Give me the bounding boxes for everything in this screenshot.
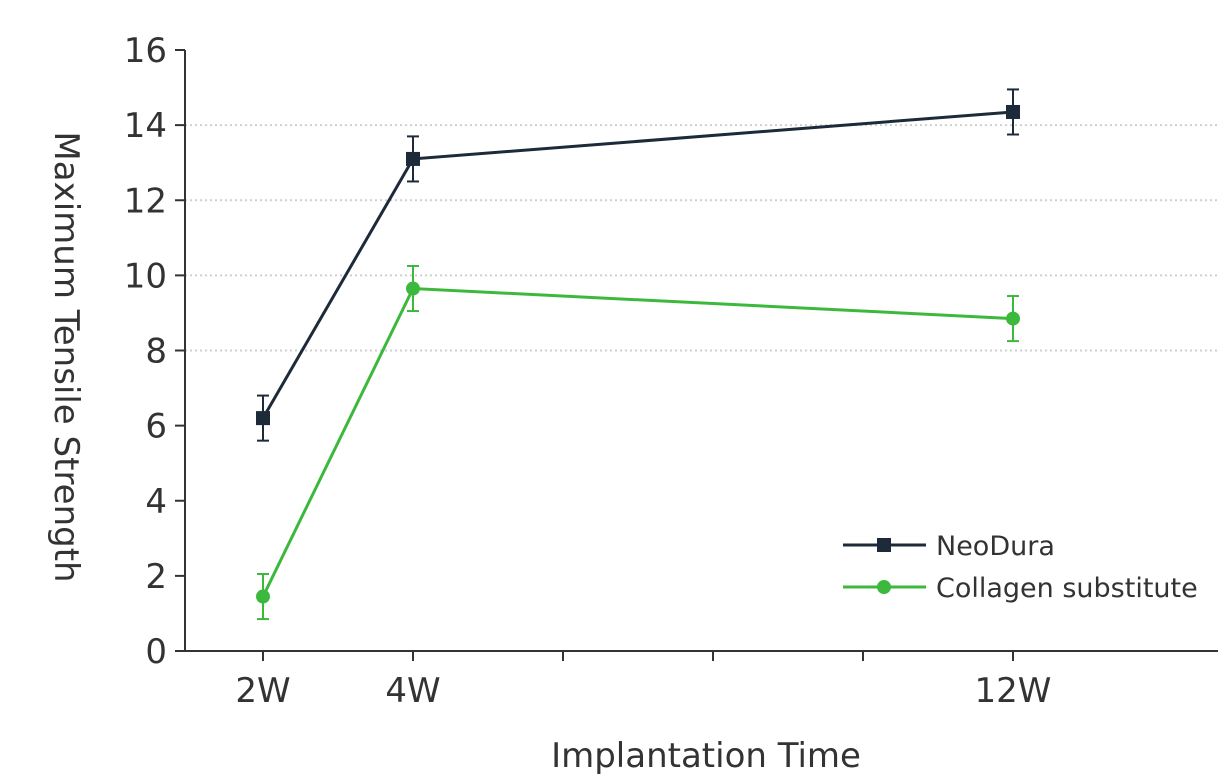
- y-tick-label: 12: [124, 181, 167, 221]
- y-tick-label: 6: [145, 407, 167, 447]
- legend-item: NeoDura: [843, 531, 1055, 562]
- legend: NeoDura Collagen substitute: [843, 531, 1198, 604]
- legend-label: NeoDura: [936, 531, 1055, 562]
- y-tick-label: 10: [124, 256, 167, 296]
- x-axis-title: Implantation Time: [551, 736, 861, 775]
- y-tick-label: 14: [124, 106, 167, 146]
- legend-label: Collagen substitute: [936, 573, 1198, 604]
- x-tick-label: 12W: [975, 671, 1052, 711]
- x-tick-label: 4W: [385, 671, 440, 711]
- x-tick-label: 2W: [235, 671, 290, 711]
- y-tick-label: 2: [145, 557, 167, 597]
- data-point: [1006, 104, 1020, 119]
- series-line: [261, 286, 1014, 598]
- data-point: [406, 281, 420, 296]
- legend-marker: [877, 580, 891, 594]
- y-tick-label: 4: [145, 482, 167, 522]
- series-neodura: [256, 88, 1020, 442]
- y-tick-label: 0: [145, 632, 167, 672]
- y-tick-label: 8: [145, 332, 167, 372]
- y-tick-label: 16: [124, 31, 167, 71]
- data-point: [256, 411, 270, 426]
- legend-item: Collagen substitute: [843, 573, 1198, 604]
- data-point: [406, 151, 420, 166]
- data-point: [1006, 311, 1020, 326]
- y-axis-title: Maximum Tensile Strength: [46, 131, 86, 582]
- series-collagen-substitute: [256, 264, 1020, 621]
- data-point: [256, 589, 270, 604]
- series-line: [261, 110, 1014, 419]
- legend-marker: [877, 538, 891, 552]
